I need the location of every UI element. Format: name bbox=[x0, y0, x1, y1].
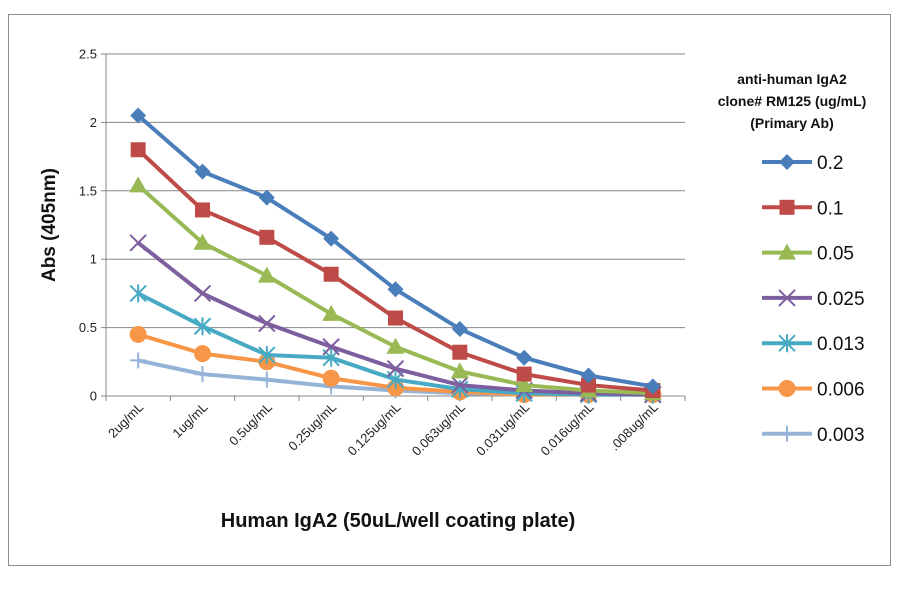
data-point bbox=[581, 377, 596, 393]
legend-item: 0.1 bbox=[762, 198, 843, 219]
data-point bbox=[779, 425, 795, 442]
y-tick-label: 2 bbox=[90, 115, 97, 130]
legend-item: 0.003 bbox=[762, 425, 865, 446]
legend-label: 0.025 bbox=[817, 289, 865, 310]
data-point bbox=[386, 337, 405, 354]
data-point bbox=[516, 349, 533, 366]
x-tick-label: 1ug/mL bbox=[169, 400, 210, 441]
x-tick-label: 0.031ug/mL bbox=[473, 400, 532, 459]
data-point bbox=[193, 284, 212, 303]
x-tick-label: 2ug/mL bbox=[105, 400, 146, 441]
x-tick-label: 0.125ug/mL bbox=[344, 400, 403, 459]
legend-label: 0.1 bbox=[817, 198, 843, 219]
data-point bbox=[129, 325, 147, 343]
data-point bbox=[259, 229, 275, 245]
data-point bbox=[778, 289, 796, 307]
legend-label: 0.2 bbox=[817, 153, 843, 174]
data-point bbox=[130, 142, 146, 158]
data-point bbox=[450, 362, 469, 379]
data-point bbox=[778, 334, 796, 353]
data-point bbox=[451, 320, 468, 337]
legend-title-line: (Primary Ab) bbox=[750, 115, 834, 131]
data-point bbox=[386, 359, 405, 378]
y-tick-label: 1 bbox=[90, 252, 97, 267]
data-point bbox=[257, 266, 276, 283]
data-point bbox=[130, 352, 147, 369]
legend-item: 0.05 bbox=[762, 243, 854, 265]
legend-item: 0.006 bbox=[762, 380, 865, 401]
data-point bbox=[258, 314, 276, 333]
data-point bbox=[130, 107, 147, 124]
series-0.2 bbox=[130, 107, 661, 395]
x-tick-label: 0.016ug/mL bbox=[537, 400, 596, 459]
series-group bbox=[129, 107, 662, 404]
data-point bbox=[194, 366, 211, 383]
legend-label: 0.05 bbox=[817, 244, 854, 265]
data-point bbox=[258, 371, 275, 388]
x-tick-label: .008ug/mL bbox=[607, 400, 661, 454]
data-point bbox=[452, 344, 468, 360]
data-point bbox=[779, 199, 795, 215]
legend-title-line: clone# RM125 (ug/mL) bbox=[718, 93, 867, 109]
data-point bbox=[258, 189, 275, 206]
x-tick-label: 0.063ug/mL bbox=[409, 400, 468, 459]
data-point bbox=[322, 304, 341, 321]
legend-item: 0.025 bbox=[762, 289, 865, 310]
x-tick-label: 0.25ug/mL bbox=[285, 400, 339, 454]
data-point bbox=[195, 202, 210, 218]
data-point bbox=[194, 163, 211, 180]
data-point bbox=[515, 376, 534, 393]
y-tick-label: 2.5 bbox=[79, 47, 97, 62]
data-point bbox=[387, 281, 404, 298]
chart-frame bbox=[8, 14, 891, 566]
data-point bbox=[778, 380, 796, 397]
y-tick-label: 0.5 bbox=[79, 320, 97, 335]
data-point bbox=[451, 376, 469, 394]
y-tick-label: 1.5 bbox=[79, 183, 97, 198]
legend-item: 0.2 bbox=[762, 153, 843, 174]
y-axis-ticks: 0 0.5 1 1.5 2 2.5 bbox=[79, 47, 106, 404]
data-point bbox=[779, 154, 795, 170]
x-axis-title: Human IgA2 (50uL/well coating plate) bbox=[221, 510, 576, 532]
data-point bbox=[388, 310, 403, 326]
data-point bbox=[323, 230, 340, 247]
data-point bbox=[129, 234, 147, 252]
y-axis-title: Abs (405nm) bbox=[39, 168, 60, 282]
data-point bbox=[516, 366, 532, 382]
legend-label: 0.003 bbox=[817, 425, 865, 446]
data-point bbox=[258, 345, 276, 364]
data-point bbox=[322, 338, 340, 356]
legend-label: 0.013 bbox=[817, 334, 865, 355]
x-axis-ticks: 2ug/mL 1ug/mL 0.5ug/mL 0.25ug/mL 0.125ug/mL 0… bbox=[105, 396, 686, 459]
y-tick-label: 0 bbox=[90, 389, 97, 404]
series-0.1 bbox=[130, 142, 661, 399]
data-point bbox=[193, 317, 212, 336]
data-point bbox=[129, 284, 147, 303]
data-point bbox=[193, 233, 212, 250]
x-tick-label: 0.5ug/mL bbox=[226, 400, 275, 449]
data-point bbox=[778, 243, 796, 260]
legend: anti-human IgA2 clone# RM125 (ug/mL) (Prim… bbox=[718, 71, 867, 446]
legend-title-line: anti-human IgA2 bbox=[737, 71, 847, 87]
data-point bbox=[129, 176, 148, 193]
legend-item: 0.013 bbox=[762, 334, 865, 355]
data-point bbox=[194, 345, 211, 363]
legend-label: 0.006 bbox=[817, 380, 865, 401]
data-point bbox=[644, 378, 661, 395]
data-point bbox=[322, 369, 340, 387]
data-point bbox=[580, 367, 597, 384]
data-point bbox=[323, 266, 339, 282]
